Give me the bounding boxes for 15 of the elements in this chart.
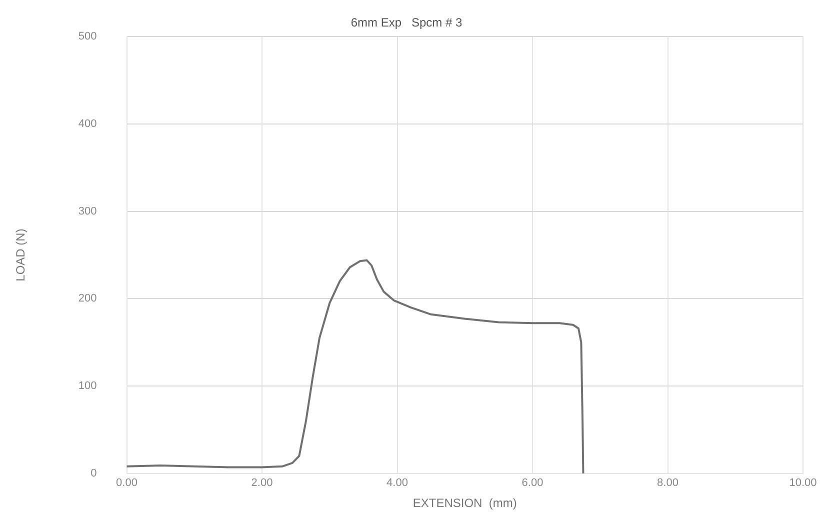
- y-tick-label: 0: [90, 467, 97, 480]
- y-tick-label: 500: [78, 30, 97, 43]
- x-tick-label: 6.00: [522, 477, 544, 490]
- chart-title: 6mm Exp Spcm # 3: [350, 16, 463, 30]
- x-tick-label: 2.00: [251, 477, 273, 490]
- y-tick-label: 300: [78, 205, 97, 218]
- x-tick-label: 0.00: [116, 477, 138, 490]
- x-tick-label: 10.00: [789, 477, 817, 490]
- y-tick-label: 400: [78, 118, 97, 130]
- y-tick-label: 200: [78, 292, 97, 305]
- y-axis-title: LOAD (N): [14, 228, 28, 282]
- x-tick-label: 8.00: [657, 477, 678, 490]
- x-tick-label: 4.00: [386, 477, 408, 490]
- x-axis-title: EXTENSION (mm): [412, 496, 517, 510]
- y-tick-label: 100: [78, 380, 97, 392]
